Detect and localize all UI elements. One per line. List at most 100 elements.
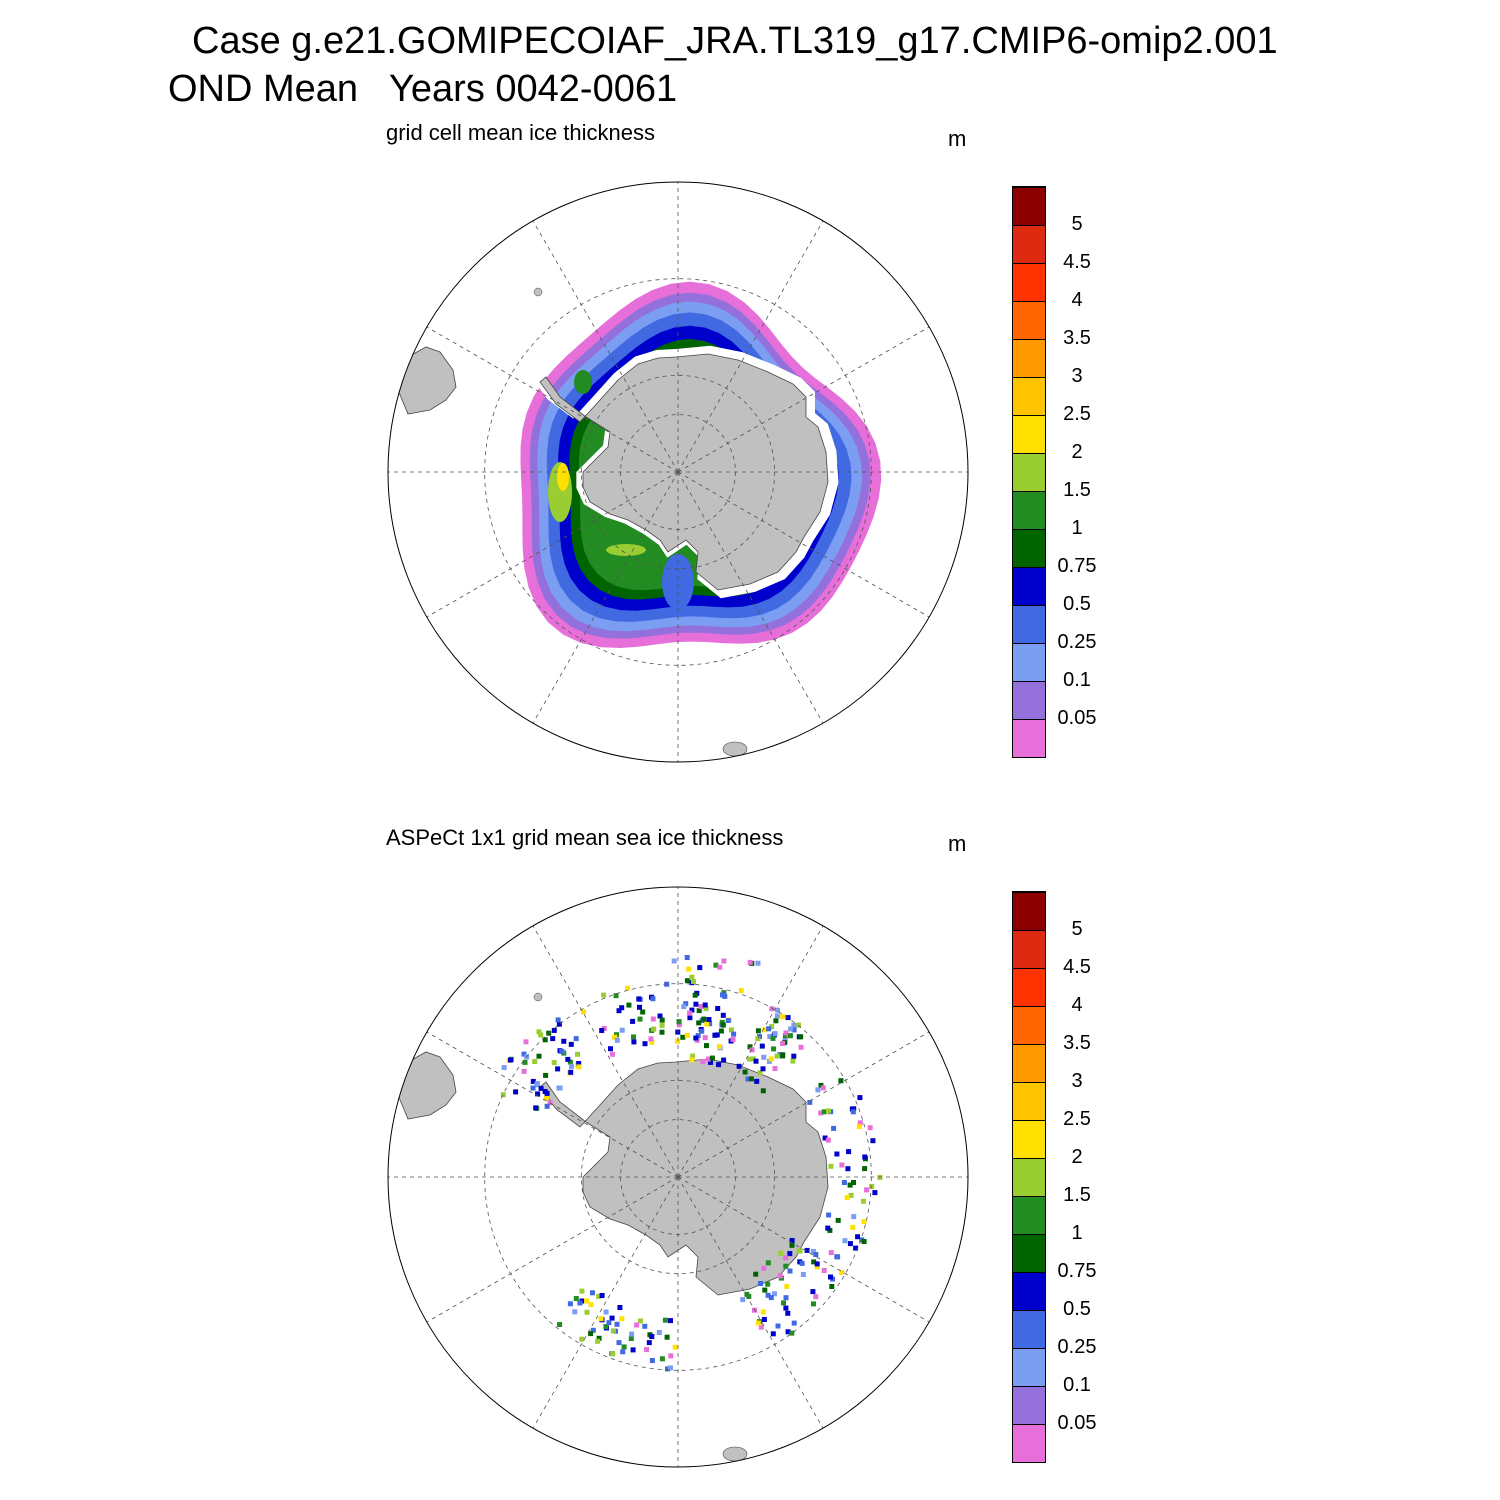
obs-cell	[610, 1351, 616, 1357]
obs-cell	[780, 1052, 786, 1058]
panel-1-title: grid cell mean ice thickness	[386, 120, 656, 145]
obs-cell	[649, 1358, 655, 1363]
obs-cell	[596, 1293, 602, 1299]
obs-cell	[636, 996, 642, 1002]
obs-cell	[748, 1076, 754, 1082]
obs-cell	[567, 1301, 573, 1307]
obs-cell	[825, 1225, 831, 1231]
obs-cell	[657, 1013, 663, 1019]
obs-cell	[572, 1309, 578, 1315]
obs-cell	[800, 1272, 806, 1277]
map-boundary	[387, 181, 969, 763]
obs-cell	[749, 1047, 755, 1053]
obs-cell	[870, 1138, 876, 1144]
obs-cell	[768, 1295, 774, 1301]
obs-cell	[569, 1063, 574, 1069]
obs-cell	[746, 1294, 752, 1299]
obs-cell	[766, 1026, 772, 1032]
obs-cell	[856, 1124, 862, 1129]
meridian-line	[677, 220, 824, 473]
obs-cell	[798, 1044, 804, 1050]
obs-cell	[785, 1329, 791, 1335]
obs-cell	[603, 1309, 609, 1315]
obs-cell	[500, 1092, 506, 1098]
obs-cell	[642, 1323, 648, 1329]
obs-cell	[747, 1044, 753, 1050]
obs-cell	[757, 1070, 763, 1076]
obs-cell	[620, 1349, 626, 1355]
obs-cell	[838, 1078, 844, 1084]
obs-cell	[780, 1014, 786, 1020]
colorbar-tick-label: 1.5	[1063, 1184, 1091, 1206]
obs-cell	[665, 1366, 670, 1372]
obs-cell	[689, 1057, 695, 1063]
colorbar-swatch	[1013, 377, 1045, 415]
obs-cell	[753, 1271, 759, 1277]
obs-cell	[535, 1091, 541, 1097]
obs-cell	[825, 1137, 831, 1143]
new-zealand-landmass	[722, 1446, 748, 1462]
obs-cell	[556, 1021, 562, 1027]
obs-cell	[745, 1076, 751, 1082]
colorbar-tick-label: 2	[1071, 441, 1083, 463]
obs-cell	[788, 1026, 794, 1032]
meridian-line	[426, 326, 679, 473]
meridian-line	[677, 326, 930, 473]
colorbar-frame	[1012, 891, 1046, 1463]
obs-cell	[649, 1334, 655, 1339]
obs-cell	[847, 1241, 853, 1247]
obs-cell	[778, 1250, 784, 1256]
obs-cell	[576, 1064, 582, 1070]
colorbar-tick-label: 1.5	[1063, 479, 1091, 501]
obs-cell	[754, 1078, 760, 1084]
obs-cell	[768, 1056, 774, 1062]
colorbar-tick-label: 0.75	[1057, 555, 1097, 577]
obs-cell	[772, 1031, 778, 1037]
obs-cell	[718, 1028, 724, 1034]
meridian-line	[426, 1031, 679, 1178]
colorbar-swatch	[1013, 681, 1045, 719]
obs-cell	[659, 1022, 665, 1028]
obs-cell	[761, 1054, 767, 1060]
obs-cell	[601, 1026, 607, 1031]
obs-cell	[755, 1320, 761, 1326]
obs-cell	[740, 1297, 746, 1303]
obs-cell	[556, 1085, 562, 1091]
obs-cell	[835, 1254, 841, 1260]
colorbar-tick-label: 4.5	[1063, 956, 1091, 978]
obs-cell	[826, 1108, 831, 1114]
obs-cell	[681, 1004, 687, 1010]
colorbar-swatch	[1013, 1424, 1045, 1462]
colorbar-swatch	[1013, 301, 1045, 339]
obs-cell	[630, 1347, 636, 1353]
obs-cell	[820, 1085, 826, 1091]
obs-cell	[722, 993, 728, 999]
colorbar-swatch	[1013, 1006, 1045, 1044]
colorbar-tick-label: 3	[1071, 365, 1083, 387]
obs-cell	[719, 1019, 725, 1025]
obs-cell	[614, 1321, 620, 1327]
colorbar-tick-label: 0.1	[1063, 1374, 1091, 1396]
obs-cell	[610, 1328, 616, 1334]
obs-cell	[813, 1294, 819, 1300]
obs-cell	[717, 1044, 722, 1050]
obs-cell	[530, 1085, 536, 1091]
obs-cell	[625, 985, 631, 991]
colorbar-swatch	[1013, 415, 1045, 453]
obs-cell	[603, 1324, 609, 1330]
obs-cell	[851, 1180, 856, 1185]
obs-cell	[791, 1023, 797, 1028]
obs-cell	[782, 1033, 788, 1039]
ice-ross-patch	[574, 370, 592, 394]
figure-title-line-1: Case g.e21.GOMIPECOIAF_JRA.TL319_g17.CMI…	[192, 20, 1278, 62]
obs-cell	[770, 1035, 776, 1041]
obs-cell	[810, 1249, 816, 1254]
antarctica-landmass	[539, 353, 829, 591]
obs-cell	[804, 1247, 810, 1253]
obs-cell	[708, 1059, 713, 1065]
obs-cell	[834, 1151, 840, 1157]
colorbar-swatch	[1013, 1234, 1045, 1272]
colorbar-tick-label: 3	[1071, 1070, 1083, 1092]
obs-cell	[577, 1300, 583, 1306]
obs-cell	[789, 1242, 795, 1248]
